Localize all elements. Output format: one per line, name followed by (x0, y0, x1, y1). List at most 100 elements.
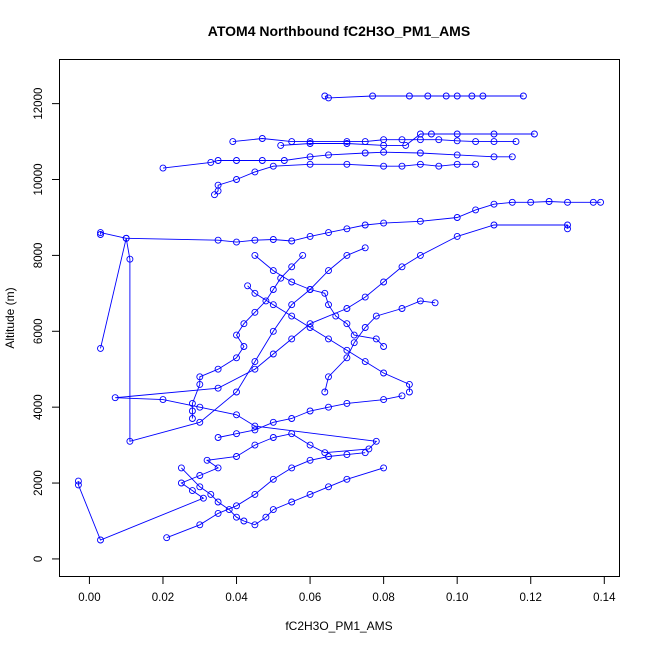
data-point (207, 158, 215, 166)
data-point (361, 449, 369, 457)
data-point (435, 162, 443, 170)
data-point (508, 198, 516, 206)
data-point (361, 149, 369, 157)
y-axis: 0 2000 4000 6000 8000 10000 12000 (33, 88, 60, 562)
data-point (214, 498, 222, 506)
y-tick-label: 0 (33, 556, 45, 562)
y-tick-label: 12000 (33, 88, 45, 120)
data-point (211, 191, 218, 199)
y-axis-label: Altitude (m) (3, 287, 17, 348)
data-point (269, 434, 277, 441)
y-tick-label: 4000 (33, 394, 45, 420)
data-point (350, 331, 358, 339)
data-point (321, 449, 329, 457)
data-point (251, 365, 259, 373)
x-tick-label: 0.08 (372, 592, 394, 604)
data-point (343, 138, 351, 146)
data-series (321, 297, 439, 396)
data-point (251, 426, 259, 434)
data-point (269, 506, 277, 514)
data-point (519, 92, 527, 100)
data-point (233, 453, 240, 460)
data-point (589, 198, 597, 206)
data-point (343, 160, 351, 168)
data-point (325, 94, 332, 102)
data-point (380, 219, 388, 227)
data-point (453, 137, 461, 145)
data-point (188, 487, 196, 495)
data-point (233, 502, 240, 510)
data-point (196, 521, 204, 529)
data-point (288, 263, 296, 271)
data-point (233, 411, 240, 419)
data-point (214, 434, 222, 441)
data-point (321, 289, 329, 297)
data-point (398, 136, 406, 144)
data-series (74, 221, 571, 544)
data-point (225, 506, 233, 514)
data-point (453, 92, 461, 100)
data-point (269, 327, 277, 335)
data-point (288, 312, 296, 320)
data-point (424, 92, 432, 100)
data-point (380, 464, 388, 472)
series-line (100, 238, 366, 442)
data-point (288, 335, 296, 343)
data-series (188, 251, 307, 422)
data-point (405, 388, 413, 396)
data-point (325, 151, 332, 159)
data-point (325, 403, 332, 411)
data-point (177, 479, 185, 487)
data-series (97, 198, 605, 246)
data-point (188, 415, 196, 422)
data-series (244, 282, 413, 396)
data-point (233, 388, 240, 396)
data-point (343, 140, 351, 147)
data-point (196, 472, 204, 479)
data-point (343, 346, 351, 354)
data-series (321, 92, 527, 102)
data-point (233, 238, 240, 246)
data-point (490, 130, 498, 138)
data-point (214, 181, 222, 189)
data-point (372, 335, 380, 343)
data-point (398, 305, 406, 312)
data-point (398, 162, 406, 170)
data-point (442, 92, 450, 100)
data-point (74, 477, 82, 485)
data-point (269, 267, 277, 275)
data-point (332, 312, 340, 320)
data-point (288, 278, 296, 286)
data-point (490, 200, 498, 208)
x-tick-label: 0.06 (299, 592, 321, 604)
series-line (191, 255, 304, 419)
data-point (431, 299, 439, 307)
data-point (244, 282, 252, 290)
data-point (453, 151, 461, 159)
data-point (288, 464, 296, 472)
data-point (325, 335, 332, 343)
data-point (196, 418, 204, 426)
data-point (325, 301, 332, 309)
data-point (343, 225, 351, 233)
x-axis-label: fC2H3O_PM1_AMS (285, 619, 392, 633)
data-point (398, 263, 406, 271)
data-point (564, 225, 571, 233)
data-point (380, 396, 388, 404)
data-point (233, 157, 240, 164)
data-point (251, 441, 259, 449)
series-line (77, 224, 568, 541)
data-point (251, 251, 259, 259)
series-line (324, 300, 436, 393)
data-point (380, 141, 388, 149)
data-point (402, 141, 410, 149)
data-point (380, 343, 388, 350)
series-line (254, 255, 384, 347)
data-point (325, 229, 332, 237)
data-point (427, 130, 435, 138)
data-series (163, 449, 369, 542)
data-point (188, 407, 196, 415)
data-point (472, 206, 480, 214)
data-point (233, 176, 240, 183)
data-point (214, 464, 222, 472)
